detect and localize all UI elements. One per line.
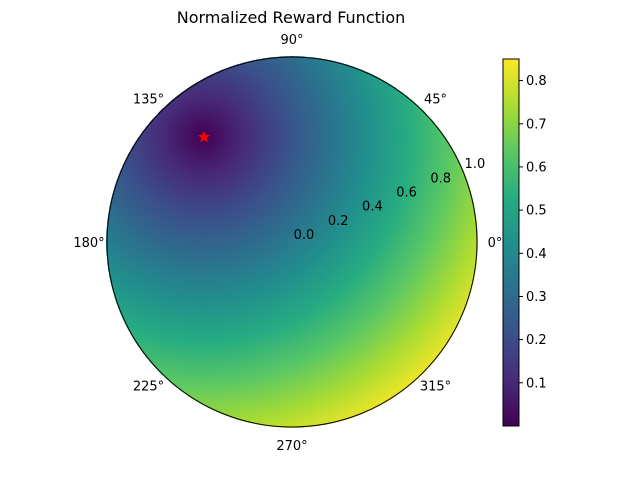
theta-tick-label: 90° [280,33,303,48]
r-tick-label: 0.4 [362,200,383,215]
chart-title: Normalized Reward Function [177,8,406,27]
theta-tick-label: 225° [133,380,164,395]
r-tick-labels: 0.0 0.2 0.4 0.6 0.8 1.0 [294,157,486,243]
polar-frame [106,56,478,428]
r-tick-label: 0.2 [328,214,349,229]
colorbar-tick-label: 0.1 [526,376,547,391]
colorbar-tick-label: 0.4 [526,247,547,262]
colorbar-tick-label: 0.5 [526,204,547,219]
colorbar-tick-label: 0.3 [526,290,547,305]
colorbar-frame [502,58,520,427]
r-tick-label: 0.8 [430,171,451,186]
r-tick-label: 0.6 [396,186,417,201]
colorbar-tick-label: 0.8 [526,74,547,89]
star-marker [197,130,211,143]
colorbar-tick-label: 0.7 [526,117,547,132]
colorbar-tick-label: 0.6 [526,160,547,175]
colorbar-gradient [503,59,519,426]
theta-tick-label: 135° [133,93,164,108]
r-tick-label: 1.0 [465,157,486,172]
r-tick-label: 0.0 [294,228,315,243]
polar-heatmap [106,56,478,428]
colorbar-tick-label: 0.2 [526,333,547,348]
marker-group [197,130,211,143]
theta-tick-label: 45° [424,93,447,108]
theta-tick-label: 270° [276,439,307,454]
theta-tick-label: 180° [73,236,104,251]
colorbar-ticks: 0.1 0.2 0.3 0.4 0.5 0.6 0.7 0.8 [519,74,547,391]
theta-tick-label: 315° [420,380,451,395]
theta-tick-labels: 0° 45° 90° 135° 180° 225° 270° 315° [73,33,502,454]
theta-tick-label: 0° [488,236,503,251]
